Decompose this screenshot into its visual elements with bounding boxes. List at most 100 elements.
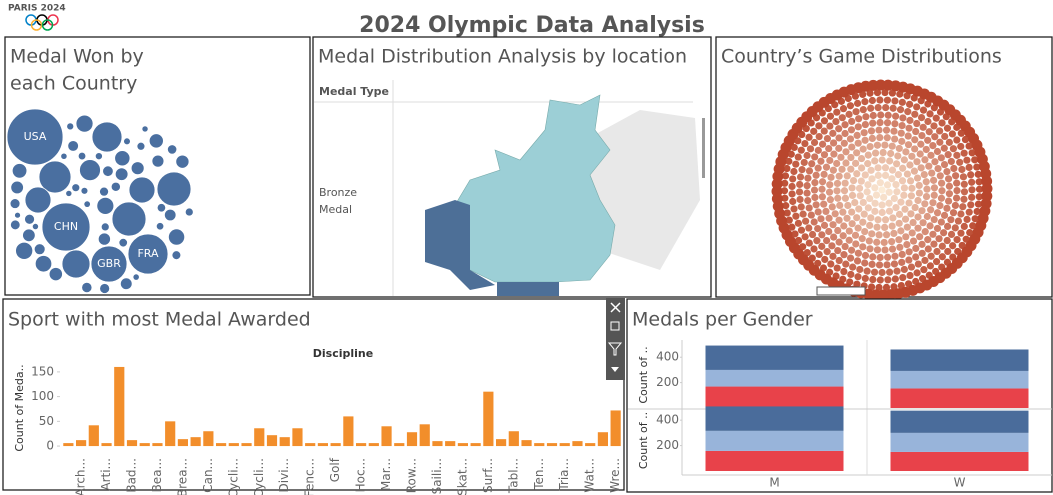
- pack-circle: [871, 149, 880, 157]
- pack-circle: [971, 215, 979, 223]
- pack-circle: [833, 264, 841, 272]
- pack-circle: [841, 121, 849, 129]
- pack-circle: [802, 217, 810, 225]
- pack-circle: [945, 138, 953, 146]
- pack-circle: [873, 141, 882, 149]
- pack-circle: [867, 104, 875, 112]
- bubble: [6, 108, 64, 166]
- filter-icon[interactable]: [607, 342, 623, 356]
- pack-circle: [820, 200, 828, 208]
- pack-circle: [903, 223, 911, 231]
- pack-circle: [833, 187, 841, 195]
- pack-circle: [908, 229, 916, 237]
- pack-circle: [933, 209, 942, 217]
- pack-circle: [820, 117, 829, 125]
- bubble: [24, 186, 52, 214]
- close-icon[interactable]: [610, 302, 621, 313]
- pack-circle: [843, 214, 851, 222]
- pack-circle: [863, 188, 871, 196]
- menu-icon[interactable]: [611, 367, 619, 372]
- pack-circle: [927, 206, 935, 214]
- panel-title: Medal Distribution Analysis by location: [318, 46, 687, 68]
- bubble-label: GBR: [97, 257, 121, 270]
- pack-circle: [888, 245, 897, 253]
- pack-circle: [834, 246, 842, 255]
- pack-circle: [915, 189, 923, 197]
- pack-circle: [836, 201, 844, 210]
- pack-circle: [875, 261, 884, 269]
- bubble: [110, 181, 121, 192]
- scrollbar[interactable]: [702, 118, 705, 178]
- pack-circle: [825, 214, 833, 222]
- pack-circle: [900, 156, 908, 164]
- pack-circle: [926, 222, 934, 230]
- pack-circle: [826, 112, 835, 120]
- pack-circle: [861, 227, 869, 236]
- pack-circle: [885, 268, 894, 276]
- pack-circle: [842, 159, 850, 167]
- pack-circle: [936, 202, 944, 210]
- pack-circle: [920, 266, 928, 274]
- stacked-segment: [890, 370, 1029, 389]
- resize-handle[interactable]: [816, 286, 866, 296]
- pack-circle: [938, 119, 946, 127]
- pack-circle: [835, 256, 843, 265]
- pack-circle: [934, 165, 942, 173]
- bar: [266, 435, 278, 447]
- pack-circle: [855, 115, 863, 123]
- pack-circle: [951, 224, 959, 232]
- pack-circle: [940, 160, 949, 169]
- pack-circle: [890, 127, 898, 135]
- pack-circle: [864, 160, 872, 168]
- pack-circle: [906, 116, 914, 125]
- pack-circle: [830, 233, 838, 241]
- pack-circle: [812, 201, 820, 209]
- bubble: [80, 186, 89, 195]
- pack-circle: [944, 175, 953, 183]
- pack-circle: [817, 157, 825, 165]
- pack-circle: [909, 218, 917, 227]
- y-tick-label: 100: [31, 389, 54, 403]
- pack-circle: [823, 248, 831, 256]
- pack-circle: [796, 173, 805, 181]
- pack-circle: [960, 222, 968, 231]
- open-icon[interactable]: [610, 321, 620, 331]
- pack-circle: [962, 235, 970, 243]
- pack-circle: [917, 113, 926, 122]
- pack-circle: [810, 218, 818, 226]
- bubble: [130, 161, 145, 176]
- bar: [190, 437, 201, 447]
- pack-circle: [886, 157, 894, 165]
- row-label: Medal: [319, 203, 352, 216]
- pack-circle: [922, 192, 931, 201]
- pack-circle: [893, 188, 901, 196]
- pack-circle: [925, 162, 933, 170]
- olympic-rings: [25, 14, 59, 31]
- pack-circle: [869, 275, 877, 284]
- pack-circle: [872, 191, 881, 199]
- pack-circle: [820, 127, 828, 135]
- pack-circle: [930, 122, 938, 130]
- bubble-group: USA CHN GBR FRA: [6, 108, 194, 294]
- pack-circle: [898, 98, 906, 106]
- pack-circle: [953, 123, 961, 131]
- pack-circle: [866, 194, 874, 203]
- pack-circle: [953, 236, 961, 244]
- pack-circle: [895, 219, 903, 227]
- pack-circle: [866, 89, 874, 97]
- pack-circle: [935, 235, 943, 243]
- x-tick-label: Divi...: [277, 458, 291, 492]
- toolbar-bg: [606, 298, 625, 380]
- pack-circle: [881, 164, 890, 172]
- pack-circle: [854, 123, 862, 131]
- bar: [585, 443, 596, 447]
- pack-circle: [840, 267, 848, 276]
- pack-circle: [878, 208, 886, 217]
- pack-circle: [961, 135, 970, 144]
- bar: [521, 440, 532, 447]
- pack-circle: [862, 113, 870, 121]
- pack-circle: [789, 197, 797, 206]
- pack-circle: [874, 164, 882, 172]
- pack-circle: [884, 253, 892, 261]
- pack-circle: [815, 250, 823, 259]
